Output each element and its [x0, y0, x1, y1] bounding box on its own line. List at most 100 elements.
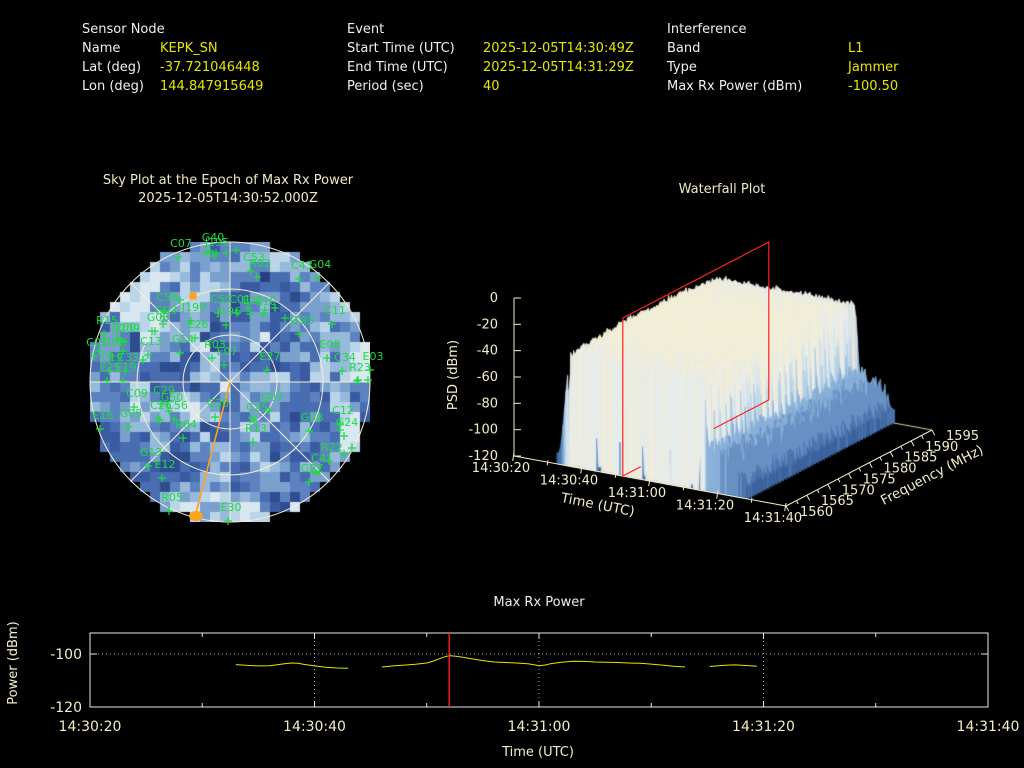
header-section-title: Interference — [667, 22, 747, 37]
satellite-label: C43 — [291, 259, 313, 272]
satellite-marker — [159, 320, 167, 328]
satellite-marker — [305, 478, 313, 486]
header-row: Period (sec) 40 — [347, 77, 634, 96]
satellite-label: C05 — [86, 336, 108, 349]
satellite-marker — [253, 273, 261, 281]
time-tick-label: 14:31:00 — [608, 486, 666, 501]
satellite-marker — [305, 427, 313, 435]
freq-minor-tick — [900, 446, 903, 450]
satellite-marker — [103, 377, 111, 385]
x-tick-label: 14:31:40 — [957, 719, 1020, 735]
satellite-marker — [315, 468, 323, 476]
power-plot: 14:30:20 14:30:40 14:31:00 14:31:20 14:31:40… — [6, 595, 1020, 760]
time-tick — [716, 490, 719, 499]
satellite-label: C58 — [156, 291, 178, 304]
psd-tick-label: 0 — [490, 291, 498, 306]
freq-minor-tick — [921, 435, 924, 440]
satellite-marker — [206, 247, 214, 255]
satellite-label: C25 — [246, 401, 268, 414]
satellite-marker — [158, 474, 166, 482]
satellite-marker — [353, 377, 361, 385]
satellite-marker — [233, 309, 241, 317]
satellite-label: E30 — [221, 501, 242, 514]
satellite-marker — [170, 415, 178, 423]
satellite-marker — [340, 450, 348, 458]
freq-minor-tick — [816, 489, 820, 494]
header-row: Max Rx Power (dBm) -100.50 — [667, 77, 898, 96]
satellite-marker — [212, 249, 220, 257]
satellite-marker — [259, 311, 267, 319]
freq-tick-label: 1560 — [800, 505, 833, 520]
satellite-marker — [191, 334, 199, 342]
satellite-marker — [338, 367, 346, 375]
header-row-value: 144.847915649 — [160, 79, 264, 94]
header-row-value: KEPK_SN — [160, 41, 218, 56]
x-tick-label: 14:30:20 — [59, 719, 122, 735]
satellite-marker — [328, 320, 336, 328]
header-section-sensor-node: Sensor Node Name KEPK_SN Lat (deg) -37.72104… — [82, 20, 263, 96]
power-y-axis-label: Power (dBm) — [6, 621, 21, 704]
satellite-marker — [313, 274, 321, 282]
satellite-marker — [336, 426, 344, 434]
satellite-marker — [261, 306, 269, 314]
satellite-marker — [95, 347, 103, 355]
satellite-marker — [156, 416, 164, 424]
satellite-marker — [325, 457, 333, 465]
satellite-label: E21 — [243, 294, 264, 307]
satellite-label: C01 — [229, 293, 251, 306]
time-minor-tick — [682, 485, 685, 491]
satellite-marker — [249, 438, 257, 446]
satellite-marker — [366, 366, 374, 374]
satellite-marker — [154, 415, 162, 423]
freq-tick — [785, 505, 790, 512]
satellite-marker — [340, 432, 348, 440]
satellite-marker — [139, 356, 147, 364]
freq-tick-label: 1580 — [883, 462, 916, 477]
satellite-label: R15 — [96, 314, 118, 327]
power-series-line — [381, 655, 685, 668]
satellite-marker — [224, 517, 232, 525]
satellite-label: C09 — [126, 387, 148, 400]
header-row: Start Time (UTC) 2025-12-05T14:30:49Z — [347, 39, 634, 58]
satellite-label: G40 — [202, 231, 225, 244]
time-tick — [784, 502, 787, 512]
satellite-label: C26 — [150, 399, 172, 412]
satellite-marker — [160, 307, 168, 315]
freq-tick-label: 1565 — [821, 494, 854, 509]
satellite-label: J209 — [115, 322, 140, 335]
satellite-marker — [247, 267, 255, 275]
satellite-marker — [263, 366, 271, 374]
freq-minor-tick — [795, 500, 799, 505]
satellite-marker — [348, 444, 356, 452]
header-row-label: Lon (deg) — [82, 79, 144, 94]
red-slice-bottom-right — [713, 399, 770, 430]
satellite-label: G24 — [336, 416, 359, 429]
psd-tick-label: -80 — [477, 396, 498, 411]
freq-tick-label: 1585 — [904, 451, 937, 466]
header-row: Name KEPK_SN — [82, 39, 263, 58]
satellite-label: G03 — [155, 304, 178, 317]
satellite-marker — [311, 469, 319, 477]
satellite-label: J193 — [289, 314, 314, 327]
satellite-marker — [220, 361, 228, 369]
satellite-marker — [265, 407, 273, 415]
satellite-label: R02 — [249, 257, 271, 270]
satellite-label: G06 — [147, 311, 170, 324]
satellite-label: C19 — [101, 351, 123, 364]
satellite-marker — [281, 314, 289, 322]
header-row-label: Period (sec) — [347, 79, 424, 94]
satellite-marker — [121, 367, 129, 375]
freq-tick — [827, 484, 831, 490]
satellite-label: E12 — [155, 458, 176, 471]
satellite-label: G30 — [207, 397, 230, 410]
header-row-label: Name — [82, 41, 121, 56]
freq-tick — [931, 429, 936, 436]
satellite-label: G05 — [120, 407, 143, 420]
satellite-marker — [165, 507, 173, 515]
satellite-label: J200 — [111, 321, 136, 334]
satellite-marker — [105, 367, 113, 375]
time-minor-tick — [546, 460, 549, 466]
satellite-label: E26 — [188, 318, 209, 331]
red-slice-bottom-left — [622, 466, 642, 477]
